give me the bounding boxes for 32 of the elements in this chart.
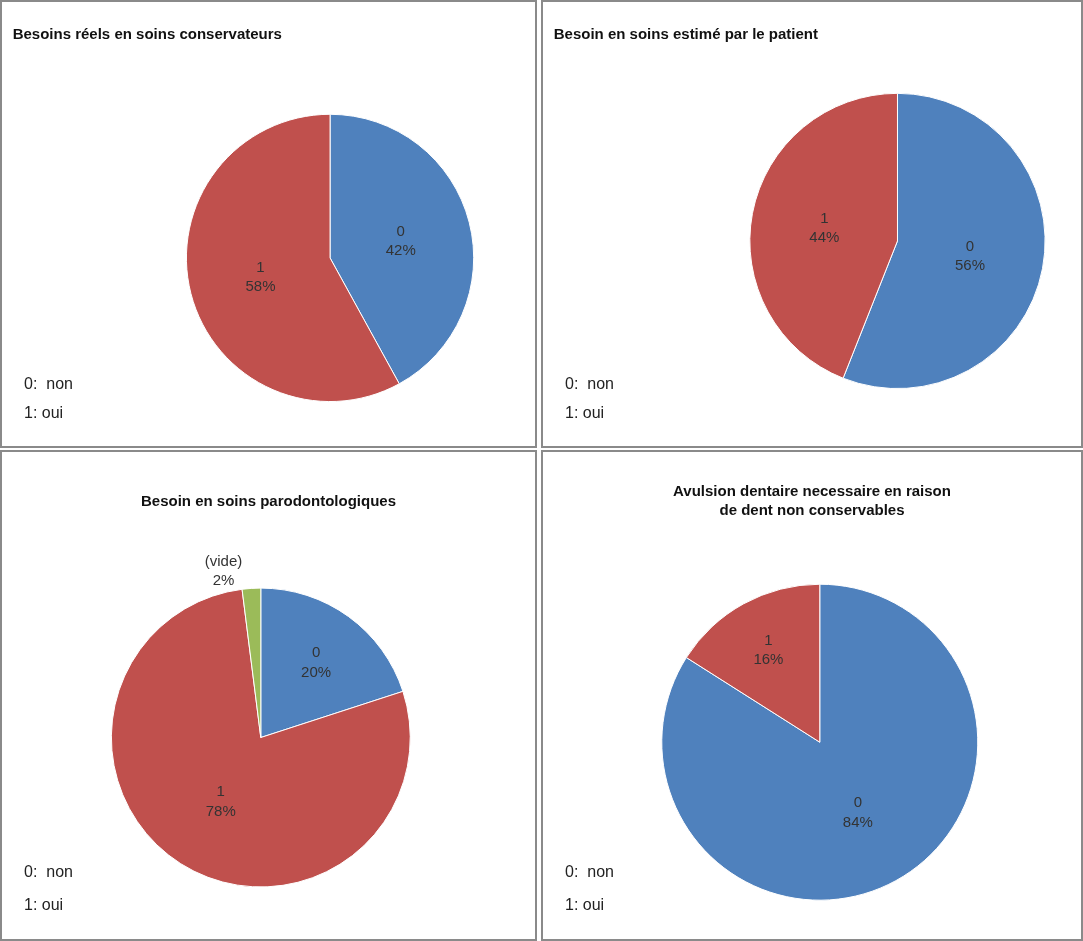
- chart-title: Avulsion dentaire necessaire en raison de dent non conservables: [673, 481, 951, 519]
- data-label: 58%: [245, 277, 276, 295]
- slice-label: 0: [965, 236, 975, 254]
- chart-title: Besoins réels en soins conservateurs: [12, 25, 282, 43]
- text: 1: oui: [24, 404, 64, 421]
- slice-label: 1: [764, 630, 773, 648]
- slice-label: 0: [853, 793, 862, 811]
- data-label: 44%: [809, 228, 840, 246]
- text: 1: oui: [565, 404, 605, 421]
- data-label: 84%: [842, 812, 873, 830]
- pie-slice: [110, 588, 411, 888]
- slice-label: 1: [216, 782, 225, 800]
- data-label: 20%: [301, 662, 332, 680]
- slice-label: 1: [820, 208, 829, 226]
- data-label: 16%: [753, 650, 784, 668]
- data-label: 42%: [385, 241, 416, 259]
- pie-slice: [661, 583, 979, 901]
- text: 0: non: [565, 375, 614, 392]
- text: 0: non: [24, 863, 73, 880]
- slice-label: (vide): [204, 551, 243, 569]
- chart-title: Besoin en soins estimé par le patient: [553, 25, 819, 43]
- slice-label: 1: [256, 257, 265, 275]
- data-label: 78%: [205, 801, 236, 819]
- data-label: 2%: [212, 571, 235, 589]
- text: 1: oui: [565, 896, 605, 913]
- text: 0: non: [565, 863, 614, 880]
- slice-label: 0: [396, 221, 405, 239]
- slice-label: 0: [311, 643, 321, 661]
- data-label: 56%: [954, 256, 985, 274]
- text: 1: oui: [24, 896, 64, 913]
- chart-title: Besoin en soins parodontologiques: [140, 492, 397, 510]
- text: 0: non: [24, 375, 73, 392]
